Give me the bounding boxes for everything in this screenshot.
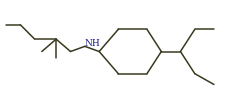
Text: NH: NH [84,39,100,48]
